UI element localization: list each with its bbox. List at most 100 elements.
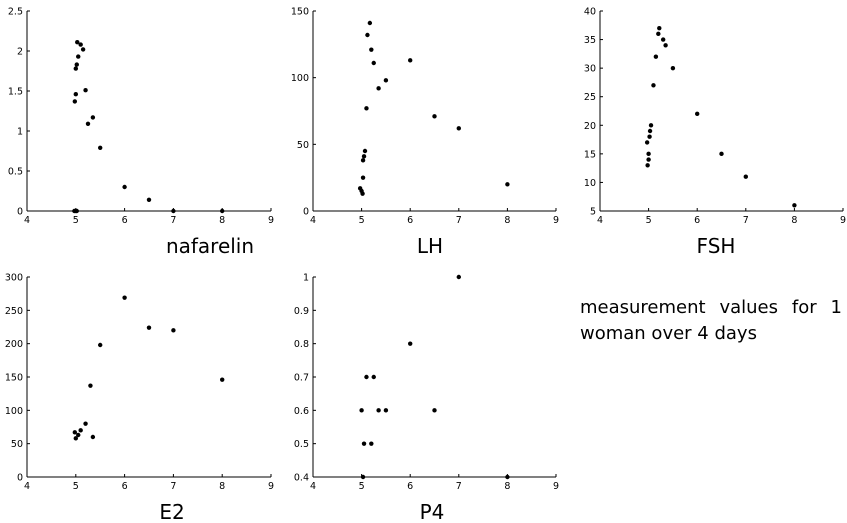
x-tick-label: 7: [170, 481, 176, 492]
data-point: [73, 92, 79, 97]
data-point: [220, 208, 225, 214]
y-tick-label: 100: [291, 73, 309, 84]
data-point: [670, 65, 676, 71]
data-point: [75, 40, 80, 45]
x-tick-label: 7: [456, 215, 462, 226]
panel-label-lh: LH: [417, 234, 443, 258]
y-tick-label: 5: [590, 207, 596, 218]
data-point: [83, 421, 88, 426]
y-tick-label: 30: [584, 64, 596, 75]
x-tick-label: 5: [359, 215, 365, 226]
y-tick-label: 2: [17, 47, 23, 58]
y-tick-label: 100: [5, 406, 23, 417]
data-point: [90, 434, 96, 440]
panel-label-nafarelin: nafarelin: [166, 234, 254, 258]
x-tick-label: 6: [407, 481, 413, 492]
x-tick-label: 4: [24, 481, 30, 492]
data-point: [78, 42, 83, 47]
data-point: [505, 474, 510, 480]
y-tick-label: 1.5: [8, 87, 23, 98]
x-tick-label: 4: [24, 215, 30, 226]
data-point: [90, 115, 96, 120]
chart-lh: 4 5 6 7 8 9 0 50 100 150 LH: [291, 7, 559, 259]
y-tick-label: 0.9: [294, 306, 309, 317]
data-point: [360, 474, 366, 480]
data-point: [361, 441, 367, 446]
y-tick-label: 0.8: [294, 339, 309, 350]
data-point: [647, 128, 653, 134]
y-tick-label: 50: [297, 140, 309, 151]
data-point: [644, 140, 650, 145]
data-point: [653, 54, 659, 59]
chart-nafarelin: 4 5 6 7 8 9 0 0.5 1 1.5 2 2.5 nafarelin: [8, 7, 274, 259]
x-tick-label: 9: [553, 481, 559, 492]
x-tick-label: 9: [840, 215, 846, 226]
data-point: [220, 377, 225, 382]
data-point: [456, 126, 461, 131]
y-tick-label: 1: [303, 273, 309, 284]
panel-label-p4: P4: [420, 500, 445, 523]
data-point: [98, 342, 103, 348]
data-point: [376, 408, 381, 413]
data-point: [369, 47, 374, 52]
data-point: [73, 66, 79, 71]
data-point: [651, 83, 656, 88]
data-point: [171, 208, 176, 214]
y-tick-label: 0.6: [294, 406, 309, 417]
data-point: [364, 106, 369, 111]
y-tick-label: 0.5: [8, 167, 23, 178]
x-tick-label: 8: [791, 215, 797, 226]
y-tick-label: 50: [11, 439, 23, 450]
y-tick-label: 0: [17, 473, 23, 484]
x-tick-label: 5: [73, 481, 79, 492]
y-tick-label: 35: [584, 35, 596, 46]
data-point: [367, 20, 373, 26]
panel-label-fsh: FSH: [697, 234, 736, 258]
data-point: [361, 154, 367, 159]
data-point: [432, 408, 437, 413]
x-tick-label: 6: [694, 215, 700, 226]
y-tick-label: 0: [303, 207, 309, 218]
data-point: [371, 374, 376, 380]
data-point: [408, 341, 413, 346]
data-point: [360, 191, 365, 196]
x-tick-label: 9: [268, 481, 274, 492]
caption-note: measurement values for 1 woman over 4 da…: [580, 297, 842, 344]
x-tick-label: 6: [122, 215, 128, 226]
data-point: [80, 47, 86, 52]
data-point: [83, 88, 88, 93]
data-point: [376, 86, 381, 91]
x-tick-label: 5: [646, 215, 652, 226]
x-tick-label: 8: [219, 481, 225, 492]
data-point: [74, 62, 79, 67]
data-point: [505, 182, 510, 187]
y-tick-label: 0.5: [294, 439, 309, 450]
data-point: [383, 78, 389, 83]
data-point: [647, 134, 652, 139]
x-tick-label: 6: [407, 215, 413, 226]
data-point: [663, 43, 668, 48]
y-tick-label: 300: [5, 273, 23, 284]
data-point: [645, 163, 650, 168]
y-tick-label: 1: [17, 127, 23, 138]
data-point: [78, 428, 83, 433]
data-point: [76, 432, 81, 438]
y-tick-label: 200: [5, 339, 23, 350]
data-point: [364, 374, 369, 380]
data-point: [171, 328, 176, 333]
data-point: [648, 123, 654, 128]
x-tick-label: 4: [310, 481, 316, 492]
y-tick-label: 0: [17, 207, 23, 218]
data-point: [365, 32, 370, 38]
data-point: [122, 295, 127, 300]
y-tick-label: 25: [584, 92, 596, 103]
data-point: [792, 203, 797, 208]
data-point: [371, 60, 376, 66]
data-point: [369, 441, 374, 446]
y-tick-label: 40: [584, 7, 596, 18]
data-point: [660, 37, 666, 42]
chart-p4: 4 5 6 7 8 9 0.4 0.5 0.6 0.7 0.8 0.9 1 P4: [294, 273, 559, 523]
data-point: [122, 184, 127, 190]
chart-e2: 4 5 6 7 8 9 0 50 100 150 200 250 300 E2: [5, 273, 274, 523]
